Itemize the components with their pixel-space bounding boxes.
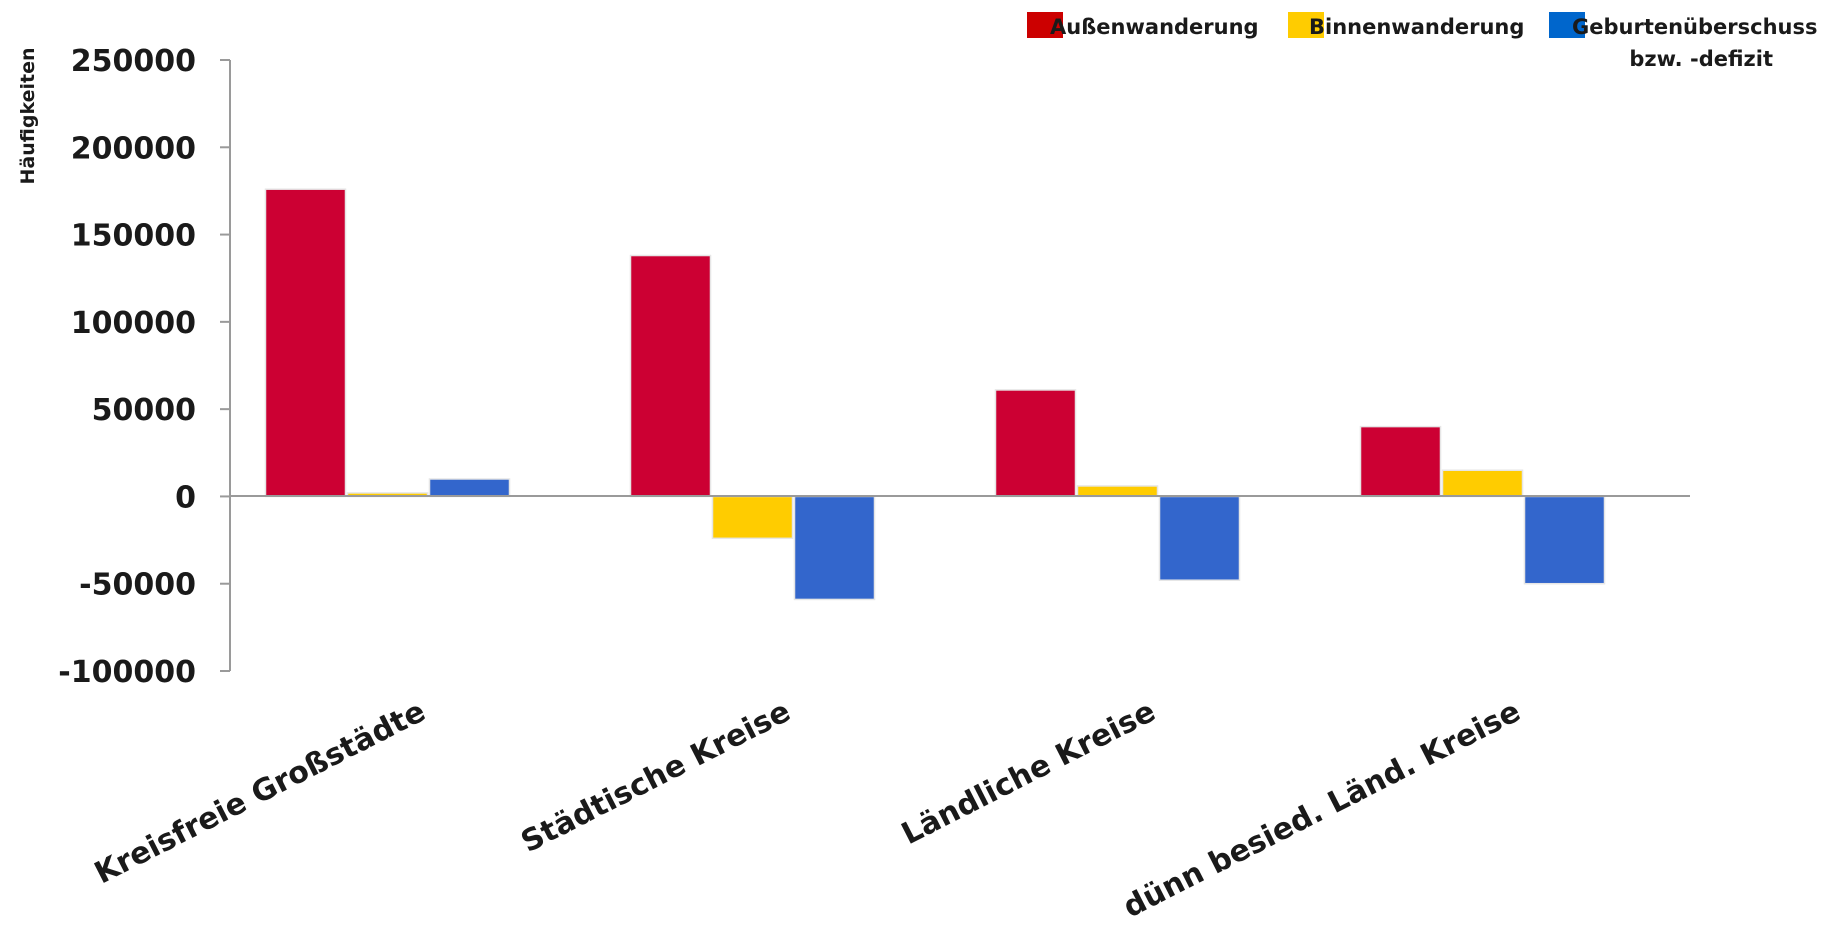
y-tick-label: 100000 bbox=[71, 306, 196, 341]
y-axis-title: Häufigkeiten bbox=[17, 48, 39, 185]
y-tick-label: 200000 bbox=[71, 131, 196, 166]
y-tick-label: 250000 bbox=[71, 44, 196, 79]
y-tick-label: 0 bbox=[175, 480, 196, 515]
x-category-label: Kreisfreie Großstädte bbox=[89, 694, 431, 891]
bar-0-1 bbox=[629, 254, 712, 498]
bar-2-3 bbox=[1523, 495, 1606, 585]
y-tick-label: 50000 bbox=[92, 393, 196, 428]
legend-swatch-geburten bbox=[1549, 12, 1585, 38]
legend-label-geburten: Geburtenüberschuss bbox=[1572, 15, 1817, 39]
bar-1-2 bbox=[1076, 485, 1159, 498]
y-axis-ticks: 250000 200000 150000 100000 50000 0 -50000 -100… bbox=[58, 44, 230, 690]
legend-swatch-aussenwanderung bbox=[1027, 12, 1063, 38]
bars bbox=[264, 188, 1606, 601]
legend-label-aussenwanderung: Außenwanderung bbox=[1050, 15, 1259, 39]
category-labels: Kreisfreie Großstädte Städtische Kreise Lä… bbox=[89, 694, 1526, 925]
bar-0-0 bbox=[264, 188, 347, 498]
bar-1-3 bbox=[1441, 469, 1524, 498]
legend-swatch-binnenwanderung bbox=[1288, 12, 1324, 38]
x-category-label: Städtische Kreise bbox=[516, 694, 796, 860]
x-category-label: dünn besied. Länd. Kreise bbox=[1118, 694, 1526, 925]
legend: Außenwanderung Binnenwanderung Geburtenü… bbox=[1027, 12, 1817, 71]
x-category-label: Ländliche Kreise bbox=[896, 694, 1161, 852]
bar-2-2 bbox=[1158, 495, 1241, 581]
bar-2-0 bbox=[428, 478, 511, 498]
bar-2-1 bbox=[793, 495, 876, 601]
legend-label-binnenwanderung: Binnenwanderung bbox=[1309, 15, 1524, 39]
bar-0-2 bbox=[994, 389, 1077, 498]
y-tick-label: 150000 bbox=[71, 219, 196, 254]
y-tick-label: -100000 bbox=[58, 655, 196, 690]
bar-0-3 bbox=[1359, 425, 1442, 498]
y-tick-label: -50000 bbox=[79, 568, 196, 603]
bar-1-1 bbox=[711, 495, 794, 540]
legend-label-geburten-continuation: bzw. -defizit bbox=[1629, 47, 1773, 71]
